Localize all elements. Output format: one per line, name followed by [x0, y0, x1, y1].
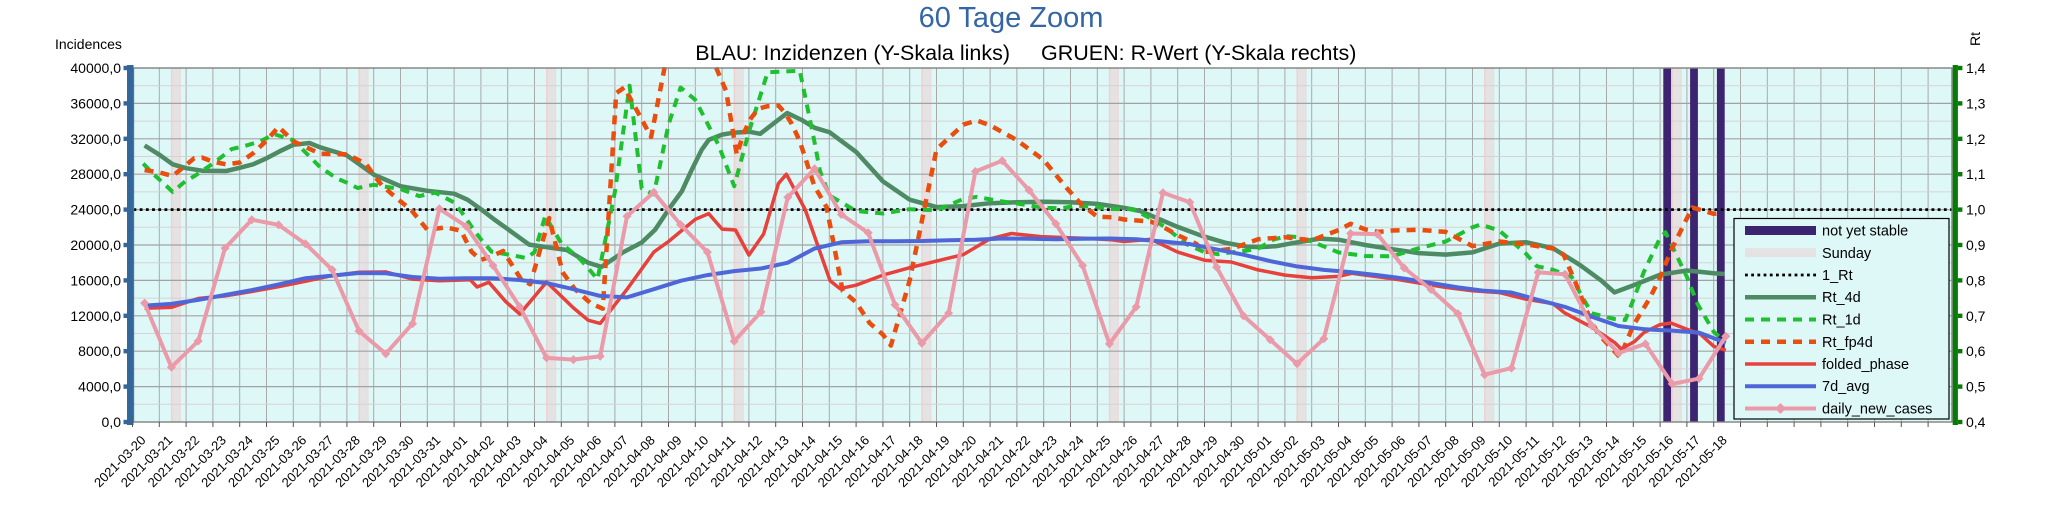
svg-text:12000,0: 12000,0	[70, 308, 121, 324]
svg-text:28000,0: 28000,0	[70, 166, 121, 182]
svg-text:16000,0: 16000,0	[70, 272, 121, 288]
svg-text:Rt_1d: Rt_1d	[1822, 313, 1861, 329]
svg-text:20000,0: 20000,0	[70, 237, 121, 253]
svg-text:0,4: 0,4	[1966, 414, 1986, 430]
svg-text:Rt: Rt	[1967, 32, 1983, 46]
svg-text:0,8: 0,8	[1966, 272, 1986, 288]
svg-text:Rt_4d: Rt_4d	[1822, 290, 1861, 306]
svg-text:daily_new_cases: daily_new_cases	[1822, 402, 1932, 418]
svg-text:0,5: 0,5	[1966, 379, 1986, 395]
svg-text:32000,0: 32000,0	[70, 131, 121, 147]
svg-text:0,9: 0,9	[1966, 237, 1986, 253]
svg-text:8000,0: 8000,0	[78, 343, 121, 359]
svg-text:Incidences: Incidences	[55, 36, 122, 52]
svg-text:40000,0: 40000,0	[70, 60, 121, 76]
svg-text:0,6: 0,6	[1966, 343, 1986, 359]
svg-text:BLAU: Inzidenzen (Y-Skala link: BLAU: Inzidenzen (Y-Skala links)	[695, 41, 1010, 65]
svg-text:0,0: 0,0	[102, 414, 122, 430]
svg-text:1_Rt: 1_Rt	[1822, 268, 1853, 284]
svg-text:folded_phase: folded_phase	[1822, 357, 1909, 373]
svg-text:GRUEN: R-Wert (Y-Skala rechts): GRUEN: R-Wert (Y-Skala rechts)	[1041, 41, 1356, 65]
svg-text:4000,0: 4000,0	[78, 379, 121, 395]
svg-text:0,7: 0,7	[1966, 308, 1986, 324]
svg-text:24000,0: 24000,0	[70, 202, 121, 218]
svg-text:1,1: 1,1	[1966, 166, 1986, 182]
svg-text:36000,0: 36000,0	[70, 95, 121, 111]
svg-text:1,2: 1,2	[1966, 131, 1986, 147]
svg-text:Rt_fp4d: Rt_fp4d	[1822, 335, 1873, 351]
svg-text:7d_avg: 7d_avg	[1822, 379, 1870, 395]
svg-text:Sunday: Sunday	[1822, 246, 1872, 262]
svg-text:not yet stable: not yet stable	[1822, 224, 1908, 240]
svg-text:60 Tage Zoom: 60 Tage Zoom	[919, 2, 1104, 34]
svg-text:1,0: 1,0	[1966, 202, 1986, 218]
svg-text:1,3: 1,3	[1966, 95, 1986, 111]
svg-text:1,4: 1,4	[1966, 60, 1986, 76]
